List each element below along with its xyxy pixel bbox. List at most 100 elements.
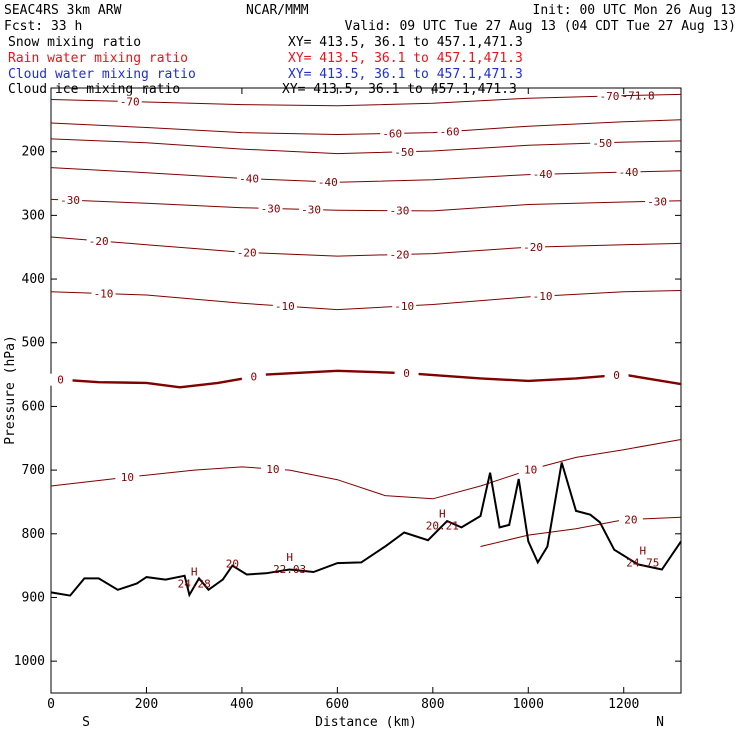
contour-label-bg	[117, 95, 142, 108]
terrain-group	[50, 462, 682, 598]
isotherm-10	[50, 439, 682, 500]
contour-label-bg	[299, 203, 324, 216]
contour-label: -20	[389, 248, 409, 261]
contour-label: -30	[60, 194, 80, 207]
contour-label-bg	[518, 463, 543, 476]
isotherm-m30	[50, 198, 682, 212]
contour-label: 0	[403, 367, 410, 380]
high-marker: H	[640, 545, 647, 558]
contour-label-bg	[315, 175, 340, 188]
contour-label: 10	[121, 471, 134, 484]
contour-label: 0	[251, 371, 258, 384]
y-tick-label: 1000	[14, 654, 45, 669]
y-tick-label: 300	[22, 208, 45, 223]
contour-label-bg	[618, 513, 643, 526]
contour-label-bg	[392, 300, 417, 313]
contour-label-bg	[272, 300, 297, 313]
contour-label: -50	[592, 137, 612, 150]
y-tick-label: 500	[22, 336, 45, 351]
contour-label-bg	[521, 241, 546, 254]
contour-label: -30	[261, 202, 281, 215]
contour-label-bg	[387, 204, 412, 217]
org-label: NCAR/MMM	[246, 3, 309, 18]
isotherm-m20	[50, 236, 682, 257]
contour-label-bg	[392, 145, 417, 158]
contour-label-bg	[380, 127, 405, 140]
extra-contour-label: 20	[226, 558, 239, 571]
x-tick-label: 200	[135, 697, 158, 712]
contour-label-bg	[616, 165, 641, 178]
contour-label: -30	[647, 195, 667, 208]
contour-label-bg	[645, 195, 670, 208]
y-tick-label: 400	[22, 272, 45, 287]
x-tick-label: 1000	[513, 697, 544, 712]
contour-label: 10	[524, 463, 537, 476]
contour-label-bg	[241, 370, 266, 383]
high-marker: H	[191, 566, 198, 579]
field-xy-rain: XY= 413.5, 36.1 to 457.1,471.3	[288, 51, 523, 66]
x-axis-title: Distance (km)	[315, 715, 417, 730]
contour-label: -40	[619, 166, 639, 179]
contour-label: -40	[533, 168, 553, 181]
x-tick-label: 400	[230, 697, 253, 712]
isotherm-group	[50, 93, 682, 547]
terrain-line	[50, 462, 682, 598]
y-tick-label: 600	[22, 399, 45, 414]
contour-label-bg	[237, 172, 262, 185]
high-value-label: 20.21	[426, 520, 459, 533]
y-tick-label: 200	[22, 145, 45, 160]
isotherm-m40	[50, 167, 682, 183]
contour-label: 20	[624, 513, 637, 526]
contour-label-bg	[387, 248, 412, 261]
y-axis-title: Pressure (hPa)	[3, 335, 18, 445]
high-marker: H	[439, 508, 446, 521]
init-time: Init: 00 UTC Mon 26 Aug 13	[533, 3, 737, 18]
x-end-label-right: N	[656, 715, 664, 730]
contour-label-bg	[530, 290, 555, 303]
contour-label-bg	[260, 462, 285, 475]
contour-label-group: -70 -70 -60 -60 -50 -50 -40 -40 -40 -40 -30 -30 -30 -…	[48, 90, 670, 591]
model-title: SEAC4RS 3km ARW	[4, 3, 122, 18]
contour-label-bg	[115, 471, 140, 484]
forecast-hour: Fcst: 33 h	[4, 19, 82, 34]
contour-label-bg	[597, 90, 622, 103]
contour-label: -70	[120, 96, 140, 109]
contour-label-bg	[258, 202, 283, 215]
contour-label-bg	[58, 194, 83, 207]
field-xy-cloud-ice: XY= 413.5, 36.1 to 457.1,471.3	[282, 82, 517, 97]
contour-label: 0	[613, 369, 620, 382]
contour-label-bg	[234, 246, 259, 259]
contour-label-bg	[48, 373, 73, 386]
high-value-label: 24.28	[178, 578, 211, 591]
high-value-label: 24.75	[626, 557, 659, 570]
x-tick-label: 600	[326, 697, 349, 712]
contour-label: -10	[94, 288, 114, 301]
contour-label-bg	[590, 136, 615, 149]
field-xy-cloud-water: XY= 413.5, 36.1 to 457.1,471.3	[288, 67, 523, 82]
contour-label: -20	[89, 235, 109, 248]
contour-label-bg	[91, 287, 116, 300]
isotherm-m10	[50, 290, 682, 311]
contour-label: -20	[237, 246, 257, 259]
high-marker: H	[286, 551, 293, 564]
contour-label: -60	[440, 125, 460, 138]
field-name-snow: Snow mixing ratio	[8, 35, 141, 50]
contour-label-bg	[530, 168, 555, 181]
contour-label-bg	[437, 125, 462, 138]
axes-group: 0 200 400 600 800 1000 12002003004005006007008…	[14, 88, 681, 712]
contour-label: -60	[382, 127, 402, 140]
isotherm-0	[50, 369, 682, 389]
y-tick-label: 700	[22, 463, 45, 478]
contour-label: 10	[266, 463, 279, 476]
field-name-rain: Rain water mixing ratio	[8, 51, 188, 66]
contour-label: -50	[394, 146, 414, 159]
contour-label: 0	[57, 374, 64, 387]
valid-time: Valid: 09 UTC Tue 27 Aug 13 (04 CDT Tue …	[345, 19, 736, 34]
field-name-cloud-ice: Cloud ice mixing ratio	[8, 82, 180, 97]
contour-label-bg	[86, 234, 111, 247]
contour-label: -20	[523, 241, 543, 254]
field-xy-snow: XY= 413.5, 36.1 to 457.1,471.3	[288, 35, 523, 50]
x-end-label-left: S	[82, 715, 90, 730]
contour-label: -10	[533, 290, 553, 303]
